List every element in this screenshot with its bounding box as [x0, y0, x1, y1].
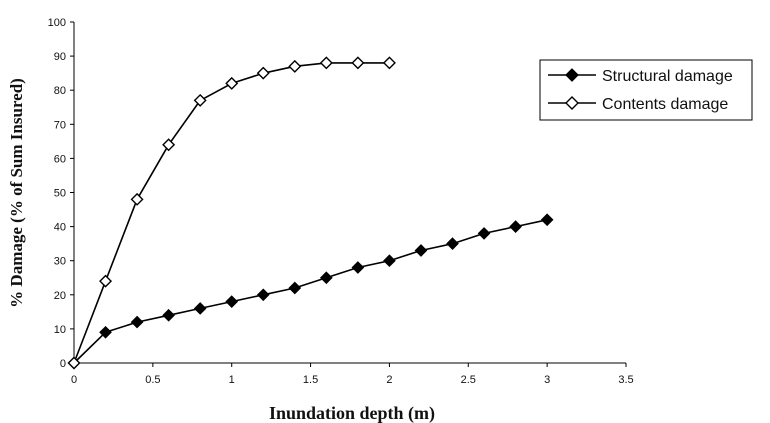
- data-point-structural: [477, 227, 491, 240]
- y-tick-label: 60: [54, 153, 66, 165]
- data-point-structural: [446, 237, 459, 250]
- x-tick-label: 3.5: [618, 374, 633, 386]
- y-tick-label: 30: [54, 256, 66, 268]
- y-tick-label: 80: [54, 85, 66, 97]
- y-tick-label: 10: [54, 324, 66, 336]
- x-tick-label: 1: [229, 374, 235, 386]
- x-tick-label: 2: [386, 374, 392, 386]
- series-structural: [67, 213, 554, 370]
- data-point-contents: [130, 192, 144, 206]
- data-point-structural: [351, 261, 365, 274]
- data-point-contents: [382, 56, 396, 70]
- data-point-structural: [540, 213, 554, 227]
- series-line-structural: [73, 219, 548, 364]
- data-point-contents: [256, 66, 270, 80]
- data-point-contents: [288, 59, 302, 73]
- x-tick-label: 0: [71, 374, 77, 386]
- y-tick-label: 20: [54, 290, 66, 302]
- data-point-contents: [351, 56, 365, 70]
- data-point-contents: [67, 356, 81, 370]
- x-tick-label: 3: [544, 374, 550, 386]
- legend-box: [539, 59, 753, 121]
- y-tick-label: 100: [48, 17, 66, 29]
- data-point-structural: [319, 271, 333, 285]
- y-tick-label: 90: [54, 51, 66, 63]
- legend: Structural damage Contents damage: [539, 59, 753, 121]
- x-axis-label: Inundation depth (m): [269, 403, 435, 423]
- data-point-structural: [414, 244, 428, 257]
- data-point-contents: [193, 93, 207, 107]
- data-point-contents: [99, 274, 113, 288]
- legend-label-structural: Structural damage: [602, 68, 733, 85]
- data-point-contents: [319, 56, 333, 70]
- legend-label-contents: Contents damage: [602, 96, 728, 113]
- y-tick-label: 70: [54, 119, 66, 131]
- data-point-structural: [193, 302, 207, 315]
- y-tick-label: 0: [60, 358, 66, 370]
- data-point-structural: [383, 254, 396, 268]
- legend-marker-contents: [565, 96, 579, 110]
- data-point-structural: [162, 308, 175, 322]
- data-point-structural: [288, 281, 302, 295]
- data-point-structural: [509, 220, 522, 233]
- data-point-structural: [99, 325, 112, 339]
- tick-labels: 0 10 20 30 40 50 60 70 80 90 100 0 0.5 1 1.5 2 2.5 3 3.5: [48, 17, 634, 386]
- y-tick-label: 50: [54, 188, 66, 200]
- x-tick-label: 2.5: [461, 374, 476, 386]
- series-contents: [67, 56, 396, 370]
- x-tick-label: 1.5: [303, 374, 318, 386]
- legend-marker-structural: [565, 68, 579, 82]
- series-layer: [67, 56, 554, 370]
- y-tick-label: 40: [54, 222, 66, 234]
- y-axis-label: % Damage (% of Sum Insured): [7, 78, 26, 308]
- data-point-structural: [225, 295, 239, 308]
- data-point-contents: [225, 76, 239, 90]
- x-tick-label: 0.5: [145, 374, 160, 386]
- data-point-contents: [162, 138, 176, 152]
- series-line-contents: [73, 62, 390, 364]
- data-point-structural: [130, 315, 144, 329]
- data-point-structural: [256, 288, 270, 302]
